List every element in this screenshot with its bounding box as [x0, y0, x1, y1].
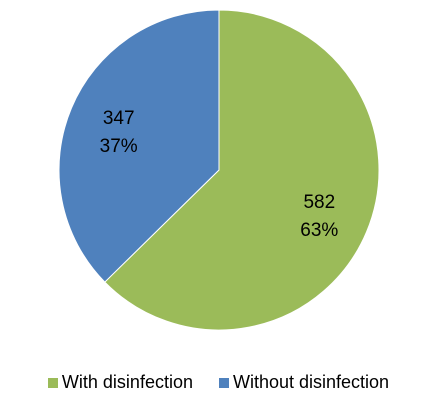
legend-item-with-disinfection: With disinfection — [47, 372, 193, 393]
pie-slice-with-disinfection — [104, 9, 380, 331]
legend-label-with-disinfection: With disinfection — [61, 372, 193, 392]
legend-item-without-disinfection: Without disinfection — [218, 372, 390, 393]
chart-legend: With disinfection Without disinfection — [0, 372, 437, 393]
legend-label-without-disinfection: Without disinfection — [232, 372, 390, 392]
pie-slice-without-disinfection — [58, 9, 220, 283]
data-label-value-with-disinfection: 582 — [303, 192, 335, 213]
data-label-percent-with-disinfection: 63% — [300, 220, 338, 241]
data-label-percent-without-disinfection: 37% — [100, 136, 138, 157]
legend-swatch-with-disinfection — [47, 377, 58, 388]
legend-swatch-without-disinfection — [218, 377, 229, 388]
data-label-value-without-disinfection: 347 — [103, 108, 135, 129]
